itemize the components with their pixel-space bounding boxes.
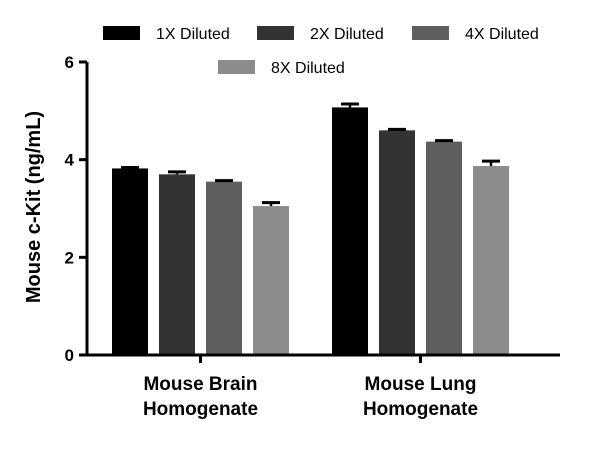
- legend-label: 8X Diluted: [271, 60, 345, 77]
- legend: 1X Diluted 2X Diluted 4X Diluted 8X Diluted: [103, 26, 539, 77]
- x-category-label: Homogenate: [363, 399, 478, 420]
- y-tick-label: 4: [65, 151, 75, 170]
- bar: [426, 141, 462, 355]
- bars: [112, 102, 509, 355]
- y-tick-label: 0: [65, 346, 74, 365]
- bar: [159, 174, 195, 355]
- legend-label: 1X Diluted: [156, 26, 230, 43]
- legend-label: 4X Diluted: [465, 26, 539, 43]
- bar: [112, 168, 148, 355]
- y-tick-label: 6: [65, 53, 74, 72]
- legend-label: 2X Diluted: [310, 26, 384, 43]
- y-axis-title: Mouse c-Kit (ng/mL): [23, 111, 45, 303]
- bar: [473, 166, 509, 355]
- bar: [332, 107, 368, 355]
- x-category-label: Homogenate: [143, 399, 258, 420]
- bar: [206, 181, 242, 355]
- legend-swatch: [257, 26, 294, 40]
- bar: [253, 206, 289, 355]
- y-tick-label: 2: [65, 248, 74, 267]
- x-category-label: Mouse Lung: [365, 374, 477, 395]
- bar: [379, 130, 415, 355]
- legend-swatch: [218, 60, 255, 74]
- legend-swatch: [412, 26, 449, 40]
- axes: 0 2 4 6 Mouse Brain Homogenate Mouse Lung Homog…: [65, 53, 560, 420]
- legend-swatch: [103, 26, 140, 40]
- x-category-label: Mouse Brain: [143, 374, 257, 395]
